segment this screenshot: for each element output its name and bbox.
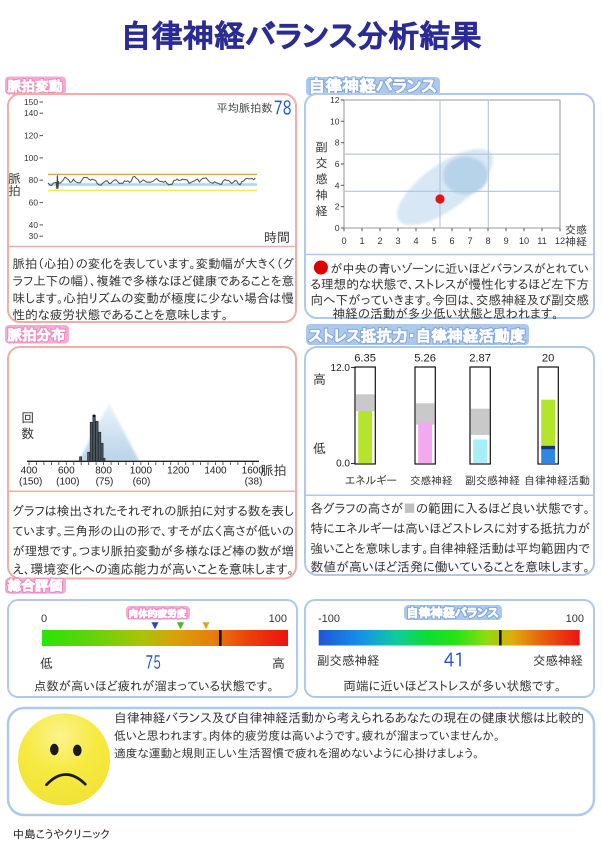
svg-text:1000: 1000	[130, 466, 153, 477]
svg-text:0: 0	[335, 223, 340, 233]
svg-text:-100: -100	[318, 613, 340, 625]
svg-text:5.26: 5.26	[414, 353, 436, 365]
svg-text:140: 140	[24, 108, 38, 118]
svg-text:(60): (60)	[133, 477, 151, 488]
svg-text:0: 0	[41, 613, 47, 625]
svg-text:7: 7	[467, 236, 472, 246]
svg-text:4: 4	[335, 180, 340, 190]
svg-text:800: 800	[95, 466, 112, 477]
svg-text:10: 10	[330, 116, 340, 126]
svg-text:3: 3	[395, 236, 400, 246]
svg-text:(75): (75)	[96, 477, 114, 488]
svg-text:0: 0	[341, 236, 346, 246]
svg-text:12: 12	[330, 95, 340, 105]
svg-text:4: 4	[413, 236, 418, 246]
svg-text:30: 30	[29, 231, 39, 241]
svg-text:100: 100	[566, 613, 584, 625]
svg-text:6: 6	[449, 236, 454, 246]
svg-text:8: 8	[485, 236, 490, 246]
svg-text:10: 10	[519, 236, 529, 246]
svg-text:9: 9	[503, 236, 508, 246]
svg-text:1400: 1400	[204, 466, 227, 477]
svg-text:12.0: 12.0	[331, 363, 351, 374]
svg-text:60: 60	[29, 198, 39, 208]
svg-text:40: 40	[29, 220, 39, 230]
svg-text:(150): (150)	[19, 477, 42, 488]
svg-text:100: 100	[269, 613, 287, 625]
svg-text:(100): (100)	[56, 477, 79, 488]
svg-text:11: 11	[537, 236, 547, 246]
svg-text:1200: 1200	[167, 466, 190, 477]
svg-text:0.0: 0.0	[336, 459, 350, 470]
svg-text:120: 120	[24, 131, 38, 141]
svg-text:150: 150	[24, 97, 38, 107]
svg-text:12: 12	[555, 236, 565, 246]
svg-text:6: 6	[335, 159, 340, 169]
svg-text:1600: 1600	[242, 466, 265, 477]
svg-text:5: 5	[431, 236, 436, 246]
svg-text:8: 8	[335, 138, 340, 148]
svg-text:600: 600	[58, 466, 75, 477]
svg-text:(38): (38)	[245, 477, 263, 488]
svg-text:6.35: 6.35	[354, 353, 376, 365]
svg-text:20: 20	[542, 353, 554, 365]
svg-text:2: 2	[335, 202, 340, 212]
svg-text:2.87: 2.87	[469, 353, 491, 365]
svg-text:2: 2	[377, 236, 382, 246]
svg-text:1: 1	[359, 236, 364, 246]
svg-text:100: 100	[24, 153, 38, 163]
svg-text:80: 80	[29, 175, 39, 185]
svg-text:400: 400	[21, 466, 38, 477]
